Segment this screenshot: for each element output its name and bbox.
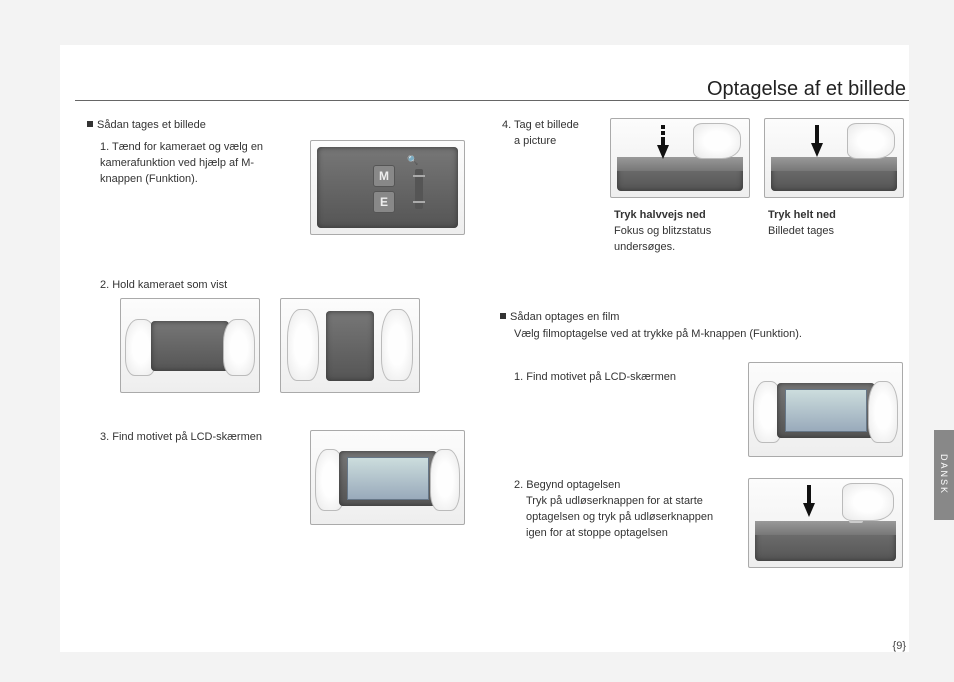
illustration-step2a bbox=[120, 298, 260, 393]
press-half-caption: Tryk halvvejs ned Fokus og blitzstatus u… bbox=[614, 208, 744, 256]
film-step2-body: Tryk på udløserknappen for at starte opt… bbox=[514, 494, 729, 542]
language-tab-text: DANSK bbox=[939, 454, 949, 495]
illustration-step1: M E 🔍 bbox=[310, 140, 465, 235]
section1-heading: Sådan tages et billede bbox=[87, 118, 206, 134]
page-title: Optagelse af et billede bbox=[707, 78, 906, 101]
step4-line1: 4. Tag et billede bbox=[502, 119, 579, 131]
section2-sub: Vælg filmoptagelse ved at trykke på M-kn… bbox=[514, 327, 904, 343]
illustration-film1 bbox=[748, 362, 903, 457]
bullet-icon bbox=[500, 313, 506, 319]
illustration-film2 bbox=[748, 478, 903, 568]
section2-heading: Sådan optages en film bbox=[500, 310, 619, 326]
press-half-title: Tryk halvvejs ned bbox=[614, 209, 706, 221]
page-number: {9} bbox=[893, 640, 906, 652]
film-step1: 1. Find motivet på LCD-skærmen bbox=[514, 370, 724, 386]
press-full-body: Billedet tages bbox=[768, 225, 834, 237]
illustration-step3 bbox=[310, 430, 465, 525]
section2-heading-text: Sådan optages en film bbox=[510, 311, 619, 323]
illustration-press-full bbox=[764, 118, 904, 198]
step2-text: 2. Hold kameraet som vist bbox=[100, 278, 227, 294]
illustration-step2b bbox=[280, 298, 420, 393]
press-half-body: Fokus og blitzstatus undersøges. bbox=[614, 225, 711, 253]
step4-text: 4. Tag et billede a picture bbox=[502, 118, 592, 150]
film-step2: 2. Begynd optagelsen Tryk på udløserknap… bbox=[514, 478, 729, 542]
section1-heading-text: Sådan tages et billede bbox=[97, 119, 206, 131]
manual-page: Optagelse af et billede Sådan tages et b… bbox=[0, 0, 954, 682]
film-step2-title: 2. Begynd optagelsen bbox=[514, 479, 620, 491]
step1-text: 1. Tænd for kameraet og vælg en kamerafu… bbox=[100, 140, 290, 188]
press-full-caption: Tryk helt ned Billedet tages bbox=[768, 208, 898, 240]
m-button-icon: M bbox=[373, 165, 395, 187]
e-button-icon: E bbox=[373, 191, 395, 213]
press-full-title: Tryk helt ned bbox=[768, 209, 836, 221]
illustration-press-half bbox=[610, 118, 750, 198]
title-rule bbox=[75, 100, 909, 101]
language-tab: DANSK bbox=[934, 430, 954, 520]
step3-text: 3. Find motivet på LCD-skærmen bbox=[100, 430, 262, 446]
step4-line2: a picture bbox=[502, 135, 556, 147]
bullet-icon bbox=[87, 121, 93, 127]
